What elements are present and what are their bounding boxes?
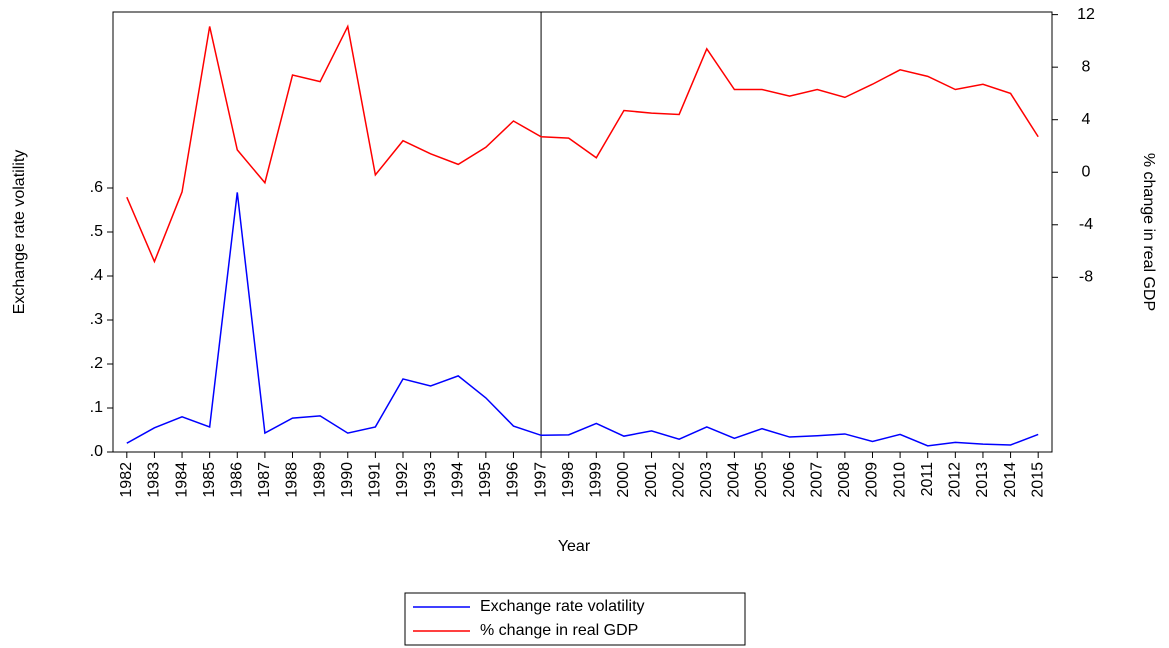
y-tick-label: .0 [90,443,103,460]
y-tick-label: .4 [90,267,103,284]
x-tick-label: 1986 [228,462,245,498]
x-tick-label: 2000 [615,462,632,498]
x-tick-label: 1984 [173,462,190,498]
y2-tick-label: -4 [1079,216,1093,233]
x-tick-label: 2003 [698,462,715,498]
y2-tick-label: 4 [1082,111,1091,128]
x-tick-label: 1982 [118,462,135,498]
y2-axis-label: % change in real GDP [1140,153,1157,311]
x-tick-label: 2012 [947,462,964,498]
x-tick-label: 1993 [422,462,439,498]
x-tick-label: 2009 [864,462,881,498]
y-axis-label: Exchange rate volatility [11,150,28,315]
x-tick-label: 2013 [974,462,991,498]
x-axis-label: Year [558,538,591,555]
x-tick-label: 1988 [284,462,301,498]
legend-label: % change in real GDP [480,622,638,639]
x-tick-label: 2011 [919,462,936,497]
x-tick-label: 2010 [891,462,908,498]
x-tick-label: 2006 [781,462,798,498]
x-tick-label: 1990 [339,462,356,498]
y-tick-label: .2 [90,355,103,372]
x-tick-label: 2001 [643,462,660,498]
x-tick-label: 1997 [532,462,549,498]
data-line [126,192,1039,447]
x-tick-label: 1996 [505,462,522,498]
x-tick-label: 1998 [560,462,577,498]
x-tick-label: 1987 [256,462,273,498]
legend-label: Exchange rate volatility [480,598,645,615]
x-tick-label: 2004 [726,462,743,498]
x-tick-label: 1991 [367,462,384,498]
x-tick-label: 2014 [1002,462,1019,498]
x-tick-label: 2008 [836,462,853,498]
x-tick-label: 1989 [311,462,328,498]
plot-frame [112,11,1053,453]
x-tick-label: 1999 [588,462,605,498]
x-tick-label: 2007 [808,462,825,498]
x-tick-label: 2005 [753,462,770,498]
y2-tick-label: 8 [1082,58,1091,75]
data-line [126,24,1039,264]
x-tick-label: 2015 [1029,462,1046,498]
y2-tick-label: 12 [1077,6,1095,23]
legend [404,592,746,646]
x-tick-label: 1995 [477,462,494,498]
x-tick-label: 1994 [449,462,466,498]
y-tick-label: .1 [90,399,103,416]
x-tick-label: 1992 [394,462,411,498]
x-tick-label: 1983 [146,462,163,498]
y2-tick-label: -8 [1079,269,1093,286]
y-tick-label: .6 [90,179,103,196]
y-tick-label: .3 [90,311,103,328]
y-tick-label: .5 [90,223,103,240]
x-tick-label: 2002 [670,462,687,498]
y2-tick-label: 0 [1082,163,1091,180]
x-tick-label: 1985 [201,462,218,498]
